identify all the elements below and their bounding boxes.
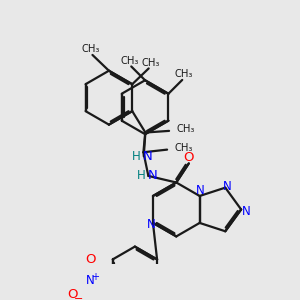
Text: O: O xyxy=(86,253,96,266)
Text: CH₃: CH₃ xyxy=(82,44,100,54)
Text: CH₃: CH₃ xyxy=(141,58,160,68)
Text: N: N xyxy=(143,150,153,163)
Text: N: N xyxy=(242,205,250,218)
Text: −: − xyxy=(74,293,83,300)
Text: N: N xyxy=(223,179,231,193)
Text: CH₃: CH₃ xyxy=(120,56,139,66)
Text: H: H xyxy=(137,169,146,182)
Text: CH₃: CH₃ xyxy=(176,124,195,134)
Text: CH₃: CH₃ xyxy=(175,69,193,79)
Text: N: N xyxy=(147,218,156,231)
Text: CH₃: CH₃ xyxy=(174,143,193,153)
Text: O: O xyxy=(184,151,194,164)
Text: N: N xyxy=(147,169,157,182)
Text: N: N xyxy=(196,184,205,197)
Text: N: N xyxy=(86,274,95,287)
Text: O: O xyxy=(67,288,78,300)
Text: +: + xyxy=(91,272,99,281)
Text: H: H xyxy=(132,150,141,163)
